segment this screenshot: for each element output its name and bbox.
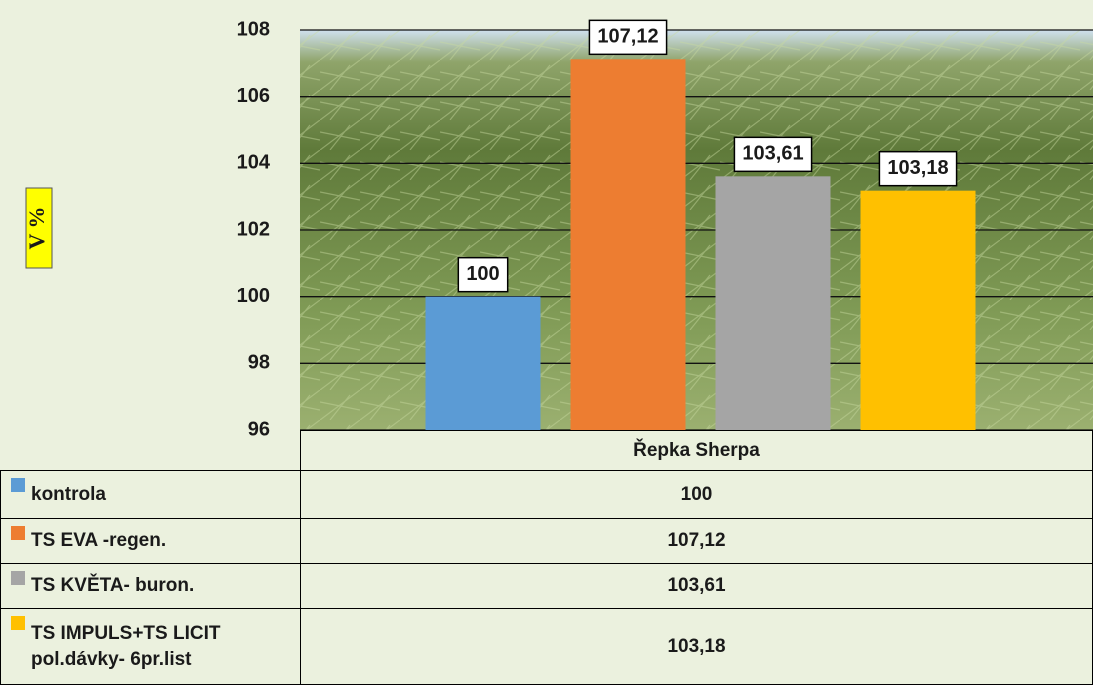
y-tick-label: 100 bbox=[237, 285, 270, 307]
table-value: 107,12 bbox=[300, 518, 1093, 564]
y-tick-label: 104 bbox=[237, 152, 271, 174]
table-value: 103,18 bbox=[300, 608, 1093, 685]
table-value-text: 103,61 bbox=[667, 575, 725, 597]
category-label: Řepka Sherpa bbox=[633, 440, 760, 462]
bar bbox=[861, 191, 976, 430]
data-label-text: 100 bbox=[466, 263, 499, 285]
legend-cell: kontrola bbox=[0, 470, 301, 519]
legend-label: kontrola bbox=[31, 482, 106, 508]
legend-label: TS IMPULS+TS LICIT pol.dávky- 6pr.list bbox=[31, 621, 300, 672]
legend-swatch bbox=[11, 571, 25, 585]
legend-label: TS EVA -regen. bbox=[31, 528, 166, 554]
data-label-text: 103,18 bbox=[887, 157, 948, 179]
y-tick-label: 106 bbox=[237, 85, 270, 107]
bar bbox=[716, 176, 831, 430]
table-value: 103,61 bbox=[300, 563, 1093, 609]
y-axis-label: V % bbox=[24, 207, 49, 250]
legend-cell: TS KVĚTA- buron. bbox=[0, 563, 301, 609]
data-label-text: 103,61 bbox=[742, 143, 803, 165]
y-tick-label: 98 bbox=[248, 352, 270, 374]
legend-swatch bbox=[11, 478, 25, 492]
data-label: 100 bbox=[458, 258, 507, 292]
legend-label: TS KVĚTA- buron. bbox=[31, 573, 194, 599]
table-value-text: 103,18 bbox=[667, 636, 725, 658]
y-tick-label: 102 bbox=[237, 218, 270, 240]
page: V % 96 98 100 102 104 106 108 100 107,12 103,61 10… bbox=[0, 0, 1093, 684]
table-value-text: 107,12 bbox=[667, 530, 725, 552]
table-value-text: 100 bbox=[681, 484, 713, 506]
legend-swatch bbox=[11, 526, 25, 540]
y-tick-label: 96 bbox=[248, 418, 270, 440]
legend-swatch bbox=[11, 616, 25, 630]
legend-cell: TS IMPULS+TS LICIT pol.dávky- 6pr.list bbox=[0, 608, 301, 685]
data-label: 103,61 bbox=[734, 137, 811, 171]
bar bbox=[426, 297, 541, 430]
y-tick-label: 108 bbox=[237, 18, 270, 40]
category-header: Řepka Sherpa bbox=[300, 430, 1093, 471]
legend-cell: TS EVA -regen. bbox=[0, 518, 301, 564]
bar bbox=[571, 59, 686, 430]
data-label: 103,18 bbox=[879, 152, 956, 186]
data-label: 107,12 bbox=[589, 20, 666, 54]
data-label-text: 107,12 bbox=[597, 26, 658, 48]
table-value: 100 bbox=[300, 470, 1093, 519]
